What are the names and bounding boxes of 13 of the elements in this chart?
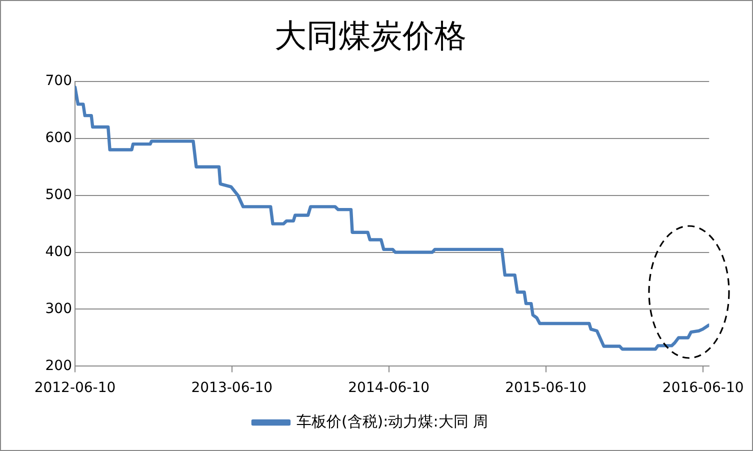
chart-title: 大同煤炭价格: [274, 16, 466, 55]
x-tick-label: 2012-06-10: [34, 380, 116, 396]
legend-label: 车板价(含税):动力煤:大同 周: [296, 412, 488, 430]
y-tick-label: 700: [45, 73, 72, 90]
x-tick-label: 2013-06-10: [191, 380, 273, 396]
x-tick-label: 2016-06-10: [662, 380, 744, 396]
y-tick-label: 300: [45, 300, 72, 317]
y-tick-label: 400: [45, 244, 72, 260]
y-tick-label: 200: [45, 358, 72, 374]
y-tick-label: 600: [45, 130, 72, 146]
y-tick-label: 500: [45, 186, 72, 203]
x-tick-label: 2015-06-10: [505, 380, 586, 396]
x-tick-label: 2014-06-10: [348, 380, 430, 396]
